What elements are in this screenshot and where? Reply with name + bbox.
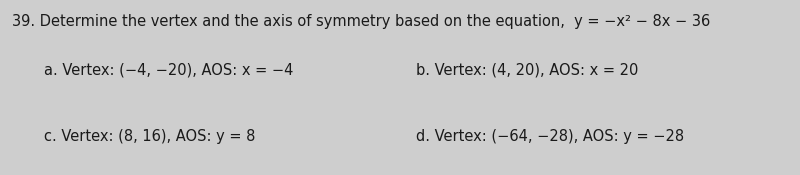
Text: d. Vertex: (−64, −28), AOS: y = −28: d. Vertex: (−64, −28), AOS: y = −28 — [416, 129, 684, 144]
Text: c. Vertex: (8, 16), AOS: y = 8: c. Vertex: (8, 16), AOS: y = 8 — [44, 129, 255, 144]
Text: b. Vertex: (4, 20), AOS: x = 20: b. Vertex: (4, 20), AOS: x = 20 — [416, 62, 638, 78]
Text: a. Vertex: (−4, −20), AOS: x = −4: a. Vertex: (−4, −20), AOS: x = −4 — [44, 62, 294, 78]
Text: 39. Determine the vertex and the axis of symmetry based on the equation,  y = −x: 39. Determine the vertex and the axis of… — [12, 14, 710, 29]
